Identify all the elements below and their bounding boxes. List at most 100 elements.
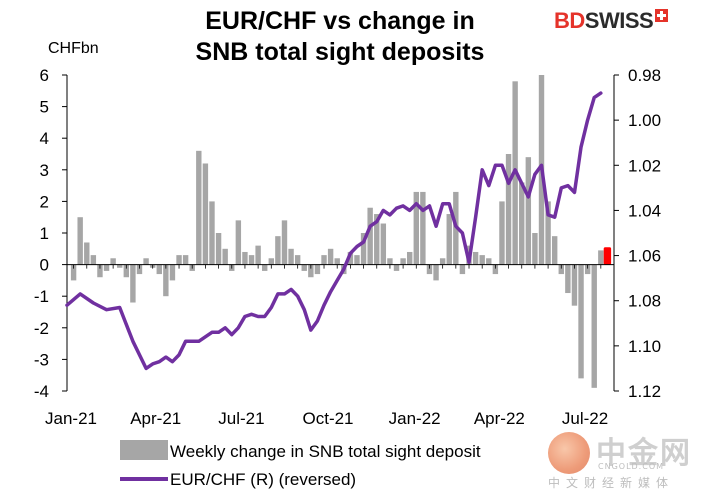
deposit-bar (479, 255, 485, 265)
deposit-bar (70, 264, 77, 281)
deposit-bar (327, 248, 334, 265)
right-tick-label: 1.04 (628, 201, 661, 220)
deposit-bar (97, 264, 103, 278)
deposit-bar (578, 264, 584, 379)
left-tick-label: 2 (40, 192, 49, 211)
x-tick-label: Jul-21 (218, 409, 264, 428)
deposit-bar (347, 251, 354, 265)
chart-title: EUR/CHF vs change in SNB total sight dep… (130, 6, 550, 68)
deposit-bar (354, 255, 360, 265)
left-tick-label: -4 (34, 382, 49, 401)
logo-text-swiss: SWISS (584, 8, 654, 33)
deposit-bar (413, 191, 419, 265)
deposit-bar (584, 264, 591, 275)
deposit-bar (84, 242, 90, 265)
deposit-bar (215, 233, 222, 265)
deposit-bar (182, 255, 189, 265)
left-tick-label: -2 (34, 319, 49, 338)
deposit-bar (209, 201, 215, 265)
deposit-bar (459, 264, 466, 275)
deposit-bar (77, 217, 83, 265)
deposit-bar (499, 201, 505, 265)
x-tick-label: Jan-21 (45, 409, 97, 428)
legend-line-label: EUR/CHF (R) (reversed) (170, 470, 356, 489)
deposit-bar (486, 258, 492, 265)
x-tick-label: Apr-21 (130, 409, 181, 428)
watermark-subtitle: 中文财经新媒体 (548, 476, 675, 490)
deposit-bar (565, 264, 571, 294)
deposit-bar (519, 182, 525, 265)
deposit-bar (235, 220, 242, 265)
deposit-bar (406, 251, 413, 265)
swiss-flag-icon (655, 9, 669, 22)
deposit-bar (169, 264, 176, 281)
deposit-bar (558, 264, 564, 275)
deposit-bar (360, 233, 367, 265)
deposit-bar (242, 251, 248, 265)
deposit-bar (426, 264, 433, 275)
right-tick-label: 1.00 (628, 111, 661, 130)
right-tick-label: 1.06 (628, 247, 661, 266)
deposit-bar (591, 264, 597, 388)
deposit-bar (255, 245, 261, 265)
deposit-bar (130, 264, 136, 303)
left-tick-label: 3 (40, 161, 49, 180)
deposit-bar (143, 258, 149, 265)
right-tick-label: 1.12 (628, 382, 661, 401)
deposit-bar (525, 157, 532, 265)
right-tick-label: 0.98 (628, 66, 661, 85)
deposit-bar (334, 258, 340, 265)
deposit-bar (314, 264, 321, 275)
left-tick-label: 6 (40, 66, 49, 85)
chart-title-line-2: SNB total sight deposits (195, 38, 485, 66)
deposit-bar (308, 264, 314, 278)
right-tick-label: 1.08 (628, 292, 661, 311)
chart-title-line-1: EUR/CHF vs change in (205, 7, 475, 35)
deposit-bar (439, 258, 446, 265)
cngold-watermark: 中金网 CNGOLD.COM 中文财经新媒体 (548, 428, 698, 496)
deposit-bar (505, 154, 512, 265)
deposit-bar (288, 248, 294, 265)
latest-deposit-bar (603, 247, 612, 265)
logo-text-bd: BD (554, 8, 585, 33)
deposit-bar (262, 264, 268, 271)
deposit-bar (420, 191, 426, 265)
deposit-bar (374, 214, 380, 265)
x-tick-label: Jul-22 (562, 409, 608, 428)
deposit-bar (163, 264, 169, 297)
deposit-bar (321, 255, 327, 265)
deposit-bar (275, 236, 281, 265)
deposit-bar (571, 264, 578, 306)
deposit-bar (301, 264, 307, 271)
left-tick-label: -3 (34, 350, 49, 369)
deposit-bar (492, 264, 499, 275)
left-tick-label: -1 (34, 287, 49, 306)
left-tick-label: 5 (40, 98, 49, 117)
deposit-bar (90, 255, 97, 265)
deposit-bar (433, 264, 439, 281)
deposit-bar (281, 220, 288, 265)
x-tick-label: Jan-22 (389, 409, 441, 428)
deposit-bar (400, 258, 406, 265)
deposit-bar (123, 264, 130, 278)
deposit-bar (545, 201, 551, 265)
deposit-bar (294, 255, 301, 265)
deposit-bar (551, 236, 558, 265)
watermark-logo-icon (548, 432, 590, 474)
right-tick-label: 1.10 (628, 337, 661, 356)
left-axis-unit-label: CHFbn (48, 40, 99, 57)
deposit-bar (387, 258, 393, 265)
deposit-bar (222, 248, 228, 265)
x-tick-label: Oct-21 (303, 409, 354, 428)
deposit-bar (117, 264, 123, 268)
left-tick-label: 0 (40, 256, 49, 275)
right-tick-label: 1.02 (628, 156, 661, 175)
deposit-bar (598, 250, 604, 265)
deposit-bar (380, 223, 387, 265)
legend-bar-swatch (120, 440, 168, 460)
deposit-bar (248, 255, 255, 265)
deposit-bar (110, 258, 116, 265)
deposit-bar (156, 264, 162, 275)
deposit-bar (472, 251, 479, 265)
